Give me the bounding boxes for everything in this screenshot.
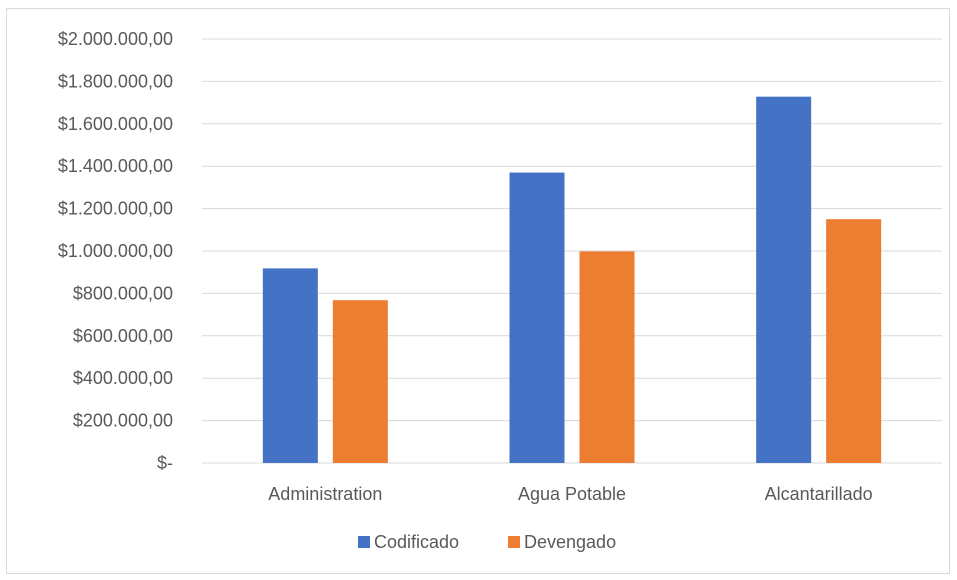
legend-label: Devengado: [524, 532, 616, 552]
y-tick-label: $200.000,00: [73, 411, 173, 431]
y-tick-label: $1.600.000,00: [58, 114, 173, 134]
bar-codificado-0[interactable]: [262, 268, 318, 463]
bar-codificado-1[interactable]: [509, 172, 565, 463]
x-category-label: Agua Potable: [518, 484, 626, 504]
y-tick-label: $-: [157, 453, 173, 473]
y-tick-label: $800.000,00: [73, 283, 173, 303]
y-tick-label: $1.800.000,00: [58, 71, 173, 91]
y-tick-label: $1.400.000,00: [58, 156, 173, 176]
y-tick-label: $400.000,00: [73, 368, 173, 388]
y-tick-label: $600.000,00: [73, 326, 173, 346]
y-tick-label: $1.200.000,00: [58, 199, 173, 219]
legend-swatch-codificado: [358, 536, 370, 548]
y-tick-label: $2.000.000,00: [58, 29, 173, 49]
bar-devengado-2[interactable]: [826, 219, 882, 463]
legend-label: Codificado: [374, 532, 459, 552]
bar-codificado-2[interactable]: [756, 96, 812, 463]
x-category-label: Alcantarillado: [765, 484, 873, 504]
legend-swatch-devengado: [508, 536, 520, 548]
bar-devengado-0[interactable]: [332, 300, 388, 463]
y-tick-label: $1.000.000,00: [58, 241, 173, 261]
bar-devengado-1[interactable]: [579, 251, 635, 463]
x-category-label: Administration: [268, 484, 382, 504]
